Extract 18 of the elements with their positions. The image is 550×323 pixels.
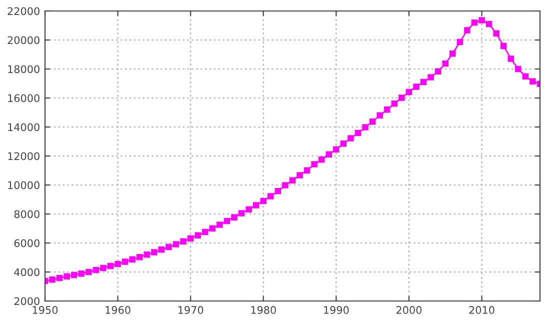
y-tick-label: 20000 (8, 36, 40, 44)
x-tick-label: 1980 (251, 306, 276, 314)
x-tick-label: 2010 (469, 306, 494, 314)
y-tick-label: 18000 (8, 65, 40, 74)
y-tick-label: 2000 (14, 297, 40, 306)
y-tick-label: 10000 (8, 181, 40, 190)
x-tick-label: 1960 (106, 306, 130, 314)
y-tick-label: 6000 (14, 239, 40, 248)
y-tick-label: 14000 (8, 123, 40, 132)
x-tick-label: 2000 (396, 306, 422, 314)
y-tick-label: 8000 (14, 210, 40, 218)
y-tick-label: 22000 (8, 7, 40, 16)
y-tick-label: 12000 (8, 152, 40, 160)
x-tick-label: 1970 (178, 306, 204, 314)
y-tick-label: 16000 (8, 94, 40, 102)
x-tick-label: 1950 (32, 306, 58, 314)
y-tick-label: 4000 (14, 268, 40, 276)
x-tick-label: 1990 (324, 306, 349, 314)
